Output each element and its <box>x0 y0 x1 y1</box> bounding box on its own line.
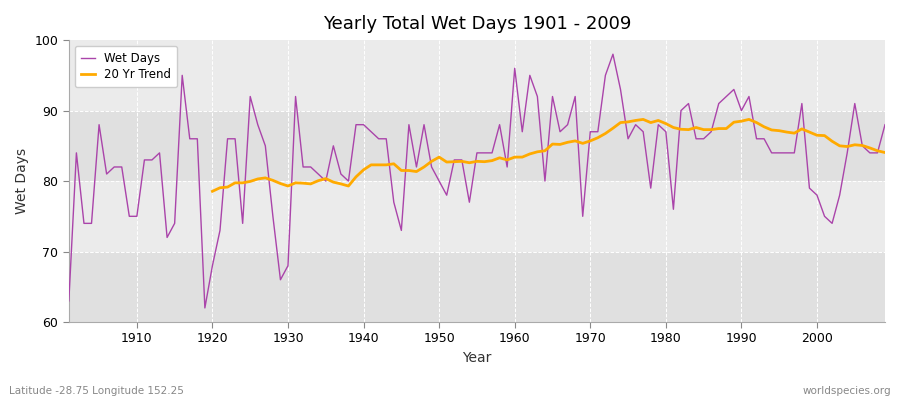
Wet Days <box>879 122 890 127</box>
20 Yr Trend <box>879 150 890 155</box>
Wet Days <box>615 87 626 92</box>
20 Yr Trend <box>207 189 218 194</box>
Text: Latitude -28.75 Longitude 152.25: Latitude -28.75 Longitude 152.25 <box>9 386 184 396</box>
Line: Wet Days: Wet Days <box>68 54 885 308</box>
Y-axis label: Wet Days: Wet Days <box>15 148 29 214</box>
Bar <box>68 252 885 322</box>
Line: 20 Yr Trend: 20 Yr Trend <box>212 120 885 191</box>
Bar <box>68 181 885 252</box>
20 Yr Trend <box>683 127 694 132</box>
Title: Yearly Total Wet Days 1901 - 2009: Yearly Total Wet Days 1901 - 2009 <box>323 15 631 33</box>
20 Yr Trend <box>411 169 422 174</box>
Wet Days <box>509 66 520 71</box>
20 Yr Trend <box>774 128 785 133</box>
20 Yr Trend <box>298 181 309 186</box>
Wet Days <box>63 298 74 303</box>
20 Yr Trend <box>638 117 649 122</box>
Text: worldspecies.org: worldspecies.org <box>803 386 891 396</box>
Bar <box>68 40 885 110</box>
Bar <box>68 110 885 181</box>
Wet Days <box>124 214 135 219</box>
Wet Days <box>517 129 527 134</box>
20 Yr Trend <box>857 143 868 148</box>
Legend: Wet Days, 20 Yr Trend: Wet Days, 20 Yr Trend <box>75 46 177 87</box>
Wet Days <box>343 179 354 184</box>
X-axis label: Year: Year <box>463 351 491 365</box>
20 Yr Trend <box>789 131 800 136</box>
Wet Days <box>298 164 309 169</box>
Wet Days <box>608 52 618 57</box>
Wet Days <box>200 306 211 310</box>
